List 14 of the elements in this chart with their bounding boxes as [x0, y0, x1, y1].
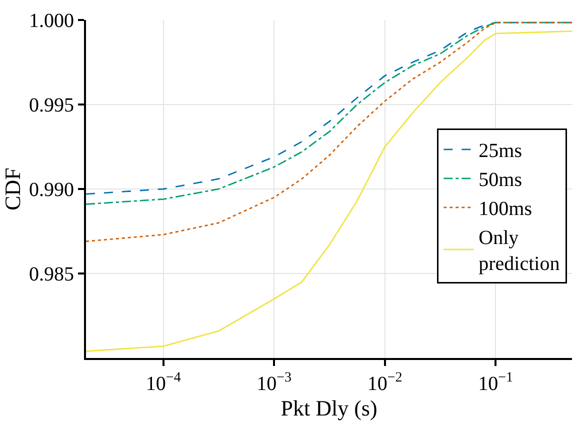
legend-label: 100ms — [478, 198, 532, 220]
x-tick-label: 10$^{−3}$ — [256, 370, 292, 395]
y-tick-label: 1.000 — [29, 10, 74, 32]
y-tick-label: 0.990 — [29, 179, 74, 201]
legend-label: Only prediction — [478, 227, 560, 276]
legend-label: 50ms — [478, 169, 522, 192]
x-tick-label: 10$^{−2}$ — [367, 370, 402, 395]
legend-label: 25ms — [478, 140, 522, 162]
x-tick-label: 10$^{−1}$ — [478, 370, 514, 395]
x-axis-title: Pkt Dly (s) — [280, 395, 378, 420]
y-tick-label: 0.995 — [29, 94, 74, 116]
x-tick-label: 10$^{−4}$ — [146, 370, 181, 395]
y-axis-title: CDF — [0, 168, 25, 210]
y-tick-label: 0.985 — [29, 264, 74, 286]
